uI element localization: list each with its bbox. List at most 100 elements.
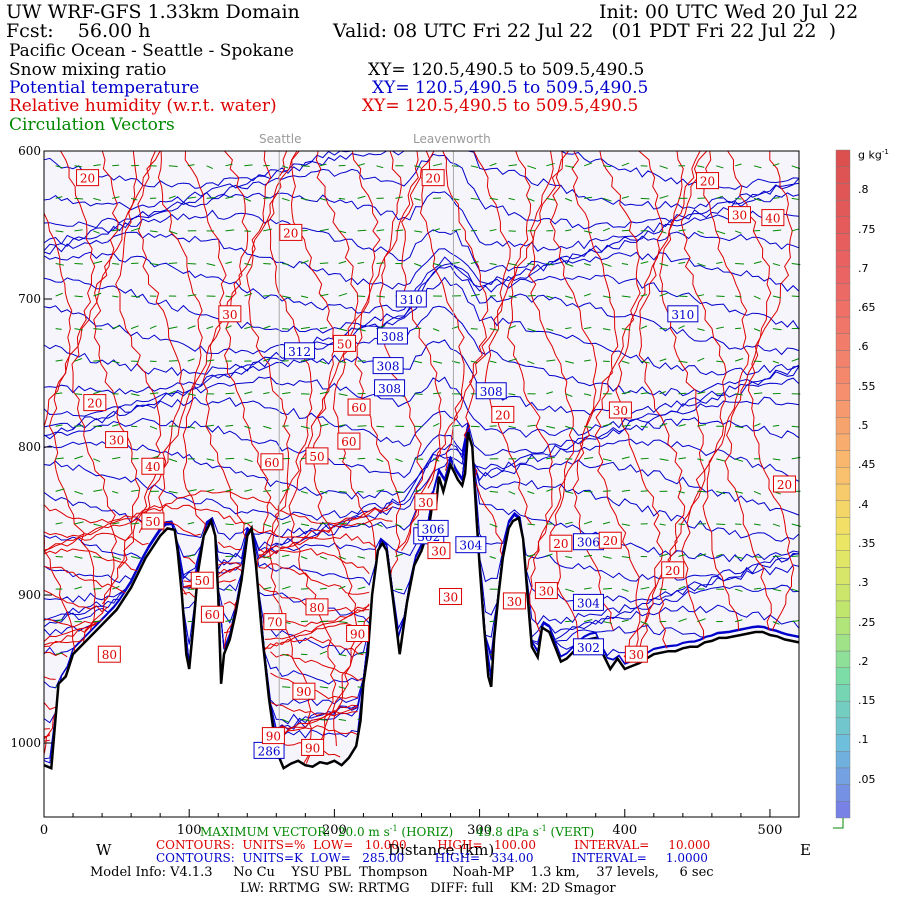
vector-arrow <box>432 458 440 462</box>
colorbar-swatch <box>835 333 851 351</box>
place-leavenworth: Leavenworth <box>413 132 491 146</box>
rh-label: 30 <box>613 404 628 418</box>
max-vector-c: (VERT) <box>546 825 595 839</box>
vector-arrow <box>93 360 100 362</box>
vector-arrow <box>244 197 252 202</box>
vector-arrow <box>678 490 685 494</box>
vector-arrow <box>282 295 291 299</box>
theta-label: 310 <box>400 293 423 307</box>
vector-arrow <box>112 556 122 560</box>
vector-arrow <box>470 197 479 200</box>
vector-arrow <box>489 228 497 232</box>
vector-arrow <box>678 585 686 590</box>
vector-arrow <box>168 360 178 362</box>
vector-arrow <box>149 230 158 233</box>
vector-arrow <box>414 393 423 395</box>
vector-arrow <box>565 263 574 267</box>
rh-label: 60 <box>205 608 220 622</box>
vector-arrow <box>319 556 328 560</box>
vector-arrow <box>716 261 723 264</box>
vector-arrow <box>772 360 780 364</box>
rh-label-box <box>608 401 632 419</box>
vector-arrow <box>338 393 348 397</box>
rh-label-box <box>727 206 751 224</box>
vector-arrow <box>640 360 650 364</box>
rh-contour-line <box>93 150 141 605</box>
rh-label-box <box>260 453 284 471</box>
vector-arrow <box>565 620 573 623</box>
colorbar-swatch <box>835 383 851 401</box>
colorbar-tick-label: .75 <box>858 222 876 236</box>
vector-arrow <box>640 586 650 590</box>
vector-arrow <box>508 325 517 330</box>
terrain <box>43 431 800 817</box>
colorbar-swatch <box>835 417 851 435</box>
vector-arrow <box>225 261 232 264</box>
rh-label-box <box>141 512 165 530</box>
region-label: Pacific Ocean - Seattle - Spokane <box>9 41 294 61</box>
colorbar-swatch <box>835 751 851 769</box>
vector-arrow <box>678 325 685 330</box>
vector-arrow <box>546 295 554 299</box>
colorbar-swatch <box>835 467 851 485</box>
place-seattle: Seattle <box>259 132 302 146</box>
field-theta-name: Potential temperature <box>9 78 200 98</box>
vector-arrow <box>187 358 195 362</box>
vector-arrow <box>338 585 346 590</box>
vector-arrow <box>282 554 290 558</box>
vector-arrow <box>659 458 669 462</box>
rh-label-box <box>534 582 558 600</box>
vector-arrow <box>338 230 347 234</box>
vector-arrow <box>584 359 591 362</box>
vector-arrow <box>753 165 762 169</box>
vector-arrow <box>716 553 723 557</box>
theta-contour-line <box>43 427 800 764</box>
vector-arrow <box>546 488 554 492</box>
rh-label-box <box>696 172 720 190</box>
y-tick-label: 1000 <box>10 736 41 750</box>
vector-arrow <box>565 165 575 168</box>
rh-label-box <box>263 613 287 631</box>
field-vectors-name: Circulation Vectors <box>9 115 175 135</box>
colorbar-swatch <box>835 717 851 735</box>
rh-label-box <box>76 169 100 187</box>
vector-arrow <box>565 197 573 202</box>
vector-arrow <box>470 261 479 264</box>
vector-arrow <box>602 521 610 525</box>
colorbar-swatch <box>835 366 851 385</box>
colorbar-unit: g kg-1 <box>858 148 889 162</box>
vector-arrow <box>527 523 536 526</box>
vector-arrow <box>93 328 103 330</box>
rh-label-box <box>624 645 648 663</box>
colorbar-swatch <box>835 550 851 568</box>
colorbar-swatch <box>835 517 851 535</box>
vector-arrow <box>319 620 329 623</box>
theta-contour-line <box>43 423 800 521</box>
vector-arrow <box>300 295 309 299</box>
vector-arrow <box>74 165 82 168</box>
vector-arrow <box>338 522 347 525</box>
rh-label: 20 <box>665 564 680 578</box>
rh-label-box <box>301 738 325 756</box>
rh-label: 20 <box>283 226 298 240</box>
max-vector-b: (HORIZ) 43.8 dPa s <box>397 825 539 839</box>
vector-arrow <box>93 458 101 463</box>
vector-arrow <box>583 619 593 623</box>
vector-arrow <box>621 196 629 199</box>
colorbar-swatch <box>835 734 851 752</box>
vector-arrow <box>432 228 440 232</box>
theta-label: 304 <box>459 539 482 553</box>
theta-label: 306 <box>577 536 600 550</box>
vector-arrow <box>206 262 216 267</box>
theta-label: 304 <box>577 596 600 610</box>
colorbar-tick-label: .55 <box>858 379 876 393</box>
vector-arrow <box>584 196 593 199</box>
vector-arrow <box>93 197 101 201</box>
vector-arrow <box>640 392 650 395</box>
rh-contour-line <box>376 150 424 649</box>
vector-arrow <box>753 523 761 526</box>
vector-arrow <box>55 196 63 199</box>
vector-arrow <box>659 588 667 591</box>
vector-arrow <box>546 359 556 362</box>
